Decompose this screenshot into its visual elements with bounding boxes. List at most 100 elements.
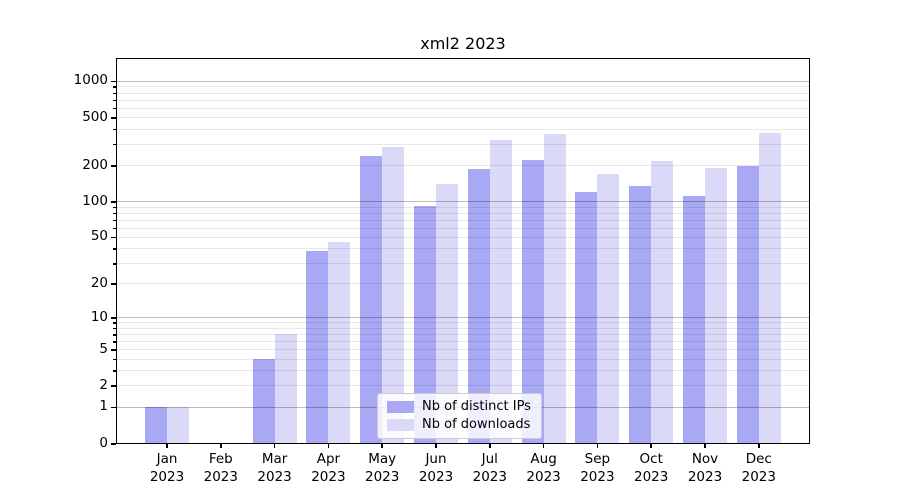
bar-distinct-ips bbox=[521, 160, 544, 443]
y-minor-tick-mark bbox=[113, 128, 116, 131]
bar-distinct-ips bbox=[252, 358, 275, 443]
bar-downloads bbox=[489, 139, 512, 443]
gridline-minor bbox=[117, 99, 809, 101]
y-tick-mark bbox=[111, 236, 116, 239]
gridline-minor bbox=[117, 219, 809, 221]
bar-distinct-ips bbox=[306, 251, 329, 443]
legend: Nb of distinct IPs Nb of downloads bbox=[377, 393, 542, 439]
y-minor-tick-mark bbox=[113, 322, 116, 324]
gridline-minor bbox=[117, 248, 809, 250]
x-tick-label: Dec 2023 bbox=[741, 451, 776, 485]
gridline-minor bbox=[117, 370, 809, 372]
bar-downloads bbox=[543, 134, 566, 443]
y-minor-tick-mark bbox=[113, 248, 116, 250]
gridline-major bbox=[117, 201, 809, 203]
y-minor-tick-mark bbox=[113, 92, 116, 95]
y-tick-mark bbox=[111, 385, 116, 387]
gridline-minor bbox=[117, 128, 809, 130]
bar-downloads bbox=[758, 132, 781, 443]
gridline-minor bbox=[117, 165, 809, 167]
bar-downloads bbox=[328, 242, 351, 443]
gridline-minor bbox=[117, 263, 809, 265]
bar-downloads bbox=[382, 146, 405, 443]
y-tick-mark bbox=[111, 406, 116, 409]
gridline-minor bbox=[117, 327, 809, 329]
x-tick-mark bbox=[273, 444, 276, 448]
y-tick-label: 500 bbox=[82, 108, 108, 125]
x-tick-mark bbox=[542, 444, 545, 448]
legend-label: Nb of distinct IPs bbox=[422, 399, 531, 414]
y-tick-label: 2 bbox=[99, 376, 108, 393]
y-minor-tick-mark bbox=[113, 86, 116, 88]
x-tick-mark bbox=[435, 444, 437, 448]
x-tick-mark bbox=[381, 444, 383, 448]
y-minor-tick-mark bbox=[113, 341, 116, 343]
gridline-minor bbox=[117, 283, 809, 285]
y-tick-mark bbox=[111, 80, 116, 83]
y-minor-tick-mark bbox=[113, 358, 116, 361]
gridline-minor bbox=[117, 341, 809, 343]
x-tick-label: Jul 2023 bbox=[472, 451, 507, 485]
bar-downloads bbox=[705, 167, 727, 443]
y-minor-tick-mark bbox=[113, 263, 116, 265]
legend-swatch bbox=[387, 418, 414, 431]
y-minor-tick-mark bbox=[113, 327, 116, 330]
y-minor-tick-mark bbox=[113, 219, 116, 222]
gridline-minor bbox=[117, 322, 809, 324]
gridline-minor bbox=[117, 117, 809, 119]
bar-distinct-ips bbox=[575, 191, 598, 443]
y-minor-tick-mark bbox=[113, 206, 116, 209]
y-tick-mark bbox=[111, 349, 116, 351]
x-tick-mark bbox=[650, 444, 652, 448]
gridline-minor bbox=[117, 86, 809, 88]
plot-area bbox=[116, 58, 810, 444]
x-tick-mark bbox=[166, 444, 168, 448]
bar-downloads bbox=[274, 334, 297, 443]
bar-distinct-ips bbox=[683, 196, 705, 443]
bar-distinct-ips bbox=[467, 169, 490, 443]
y-tick-mark bbox=[111, 117, 116, 119]
bar-distinct-ips bbox=[145, 406, 167, 443]
gridline-minor bbox=[117, 349, 809, 351]
y-tick-mark bbox=[111, 201, 116, 203]
x-tick-label: Aug 2023 bbox=[526, 451, 561, 485]
y-tick-label: 200 bbox=[82, 156, 108, 173]
x-tick-label: Jun 2023 bbox=[418, 451, 454, 485]
gridline-minor bbox=[117, 206, 809, 208]
x-tick-label: Oct 2023 bbox=[634, 451, 669, 485]
bar-distinct-ips bbox=[629, 185, 652, 443]
y-minor-tick-mark bbox=[113, 107, 116, 110]
gridline-minor bbox=[117, 143, 809, 145]
x-tick-label: Apr 2023 bbox=[311, 451, 346, 485]
y-tick-label: 20 bbox=[90, 274, 108, 291]
bar-distinct-ips bbox=[360, 155, 383, 443]
x-tick-label: May 2023 bbox=[365, 451, 400, 485]
y-tick-label: 0 bbox=[99, 434, 108, 451]
x-tick-mark bbox=[704, 444, 706, 448]
x-tick-mark bbox=[327, 444, 330, 448]
y-tick-label: 5 bbox=[99, 340, 108, 357]
y-minor-tick-mark bbox=[113, 370, 116, 372]
gridline-minor bbox=[117, 358, 809, 360]
y-tick-mark bbox=[111, 283, 116, 285]
bar-distinct-ips bbox=[736, 166, 759, 443]
x-tick-mark bbox=[220, 444, 222, 448]
x-tick-mark bbox=[489, 444, 491, 448]
gridline-minor bbox=[117, 212, 809, 214]
y-tick-label: 1 bbox=[99, 398, 108, 415]
y-tick-mark bbox=[111, 443, 116, 445]
legend-label: Nb of downloads bbox=[422, 417, 531, 432]
chart-title: xml2 2023 bbox=[420, 34, 506, 53]
gridline-minor bbox=[117, 236, 809, 238]
y-tick-label: 1000 bbox=[73, 72, 108, 89]
gridline-major bbox=[117, 80, 809, 82]
y-minor-tick-mark bbox=[113, 227, 116, 230]
y-minor-tick-mark bbox=[113, 334, 116, 336]
bar-downloads bbox=[167, 406, 189, 443]
gridline-major bbox=[117, 317, 809, 319]
x-tick-label: Sep 2023 bbox=[580, 451, 615, 485]
bar-distinct-ips bbox=[414, 206, 436, 443]
legend-item: Nb of distinct IPs bbox=[387, 399, 531, 414]
y-tick-mark bbox=[111, 165, 116, 167]
